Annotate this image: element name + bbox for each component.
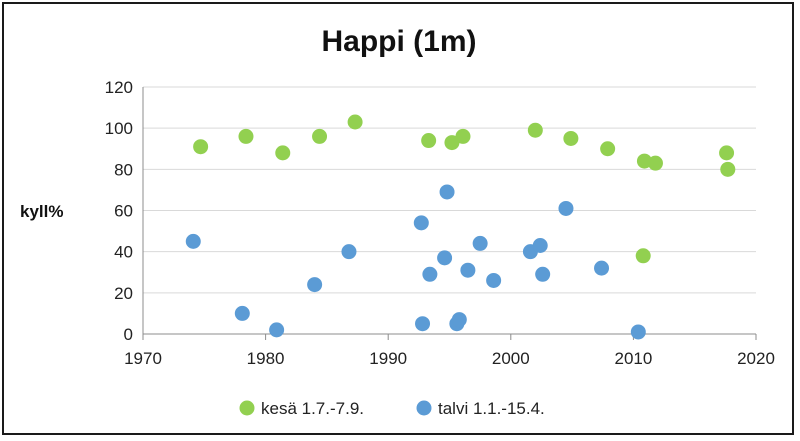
talvi-point: [439, 184, 455, 200]
kesa-point: [347, 114, 363, 130]
x-tick-label: 2020: [737, 349, 775, 368]
legend-label: kesä 1.7.-7.9.: [261, 399, 364, 418]
talvi-point: [422, 266, 438, 282]
legend-marker: [416, 400, 432, 416]
talvi-point: [437, 250, 453, 266]
talvi-point: [532, 237, 548, 253]
kesa-point: [647, 155, 663, 171]
kesa-point: [720, 161, 736, 177]
kesa-point: [275, 145, 291, 161]
talvi-point: [594, 260, 610, 276]
kesa-point: [600, 141, 616, 157]
talvi-point: [460, 262, 476, 278]
talvi-point: [185, 233, 201, 249]
kesa-point: [527, 122, 543, 138]
y-axis-label: kyll%: [20, 202, 63, 221]
kesa-point: [444, 135, 460, 151]
x-tick-label: 1970: [124, 349, 162, 368]
talvi-point: [451, 312, 467, 328]
kesa-point: [635, 248, 651, 264]
talvi-point: [415, 316, 431, 332]
talvi-point: [234, 305, 250, 321]
x-tick-label: 2000: [492, 349, 530, 368]
kesa-point: [563, 130, 579, 146]
y-tick-label: 120: [105, 78, 133, 97]
talvi-point: [630, 324, 646, 340]
talvi-point: [413, 215, 429, 231]
y-tick-label: 100: [105, 119, 133, 138]
kesa-point: [238, 128, 254, 144]
talvi-point: [307, 277, 323, 293]
chart-title: Happi (1m): [321, 25, 476, 58]
data-points: [185, 114, 736, 340]
kesa-point: [455, 128, 471, 144]
kesa-point: [421, 133, 437, 149]
talvi-point: [269, 322, 285, 338]
legend-marker: [239, 400, 255, 416]
x-tick-label: 1990: [369, 349, 407, 368]
talvi-point: [535, 266, 551, 282]
axes: [142, 87, 757, 340]
grid-lines: [143, 86, 756, 294]
talvi-point: [486, 272, 502, 288]
legend: kesä 1.7.-7.9. talvi 1.1.-15.4.: [239, 399, 545, 418]
y-tick-label: 20: [114, 284, 133, 303]
talvi-point: [341, 244, 357, 260]
y-tick-label: 60: [114, 202, 133, 221]
y-tick-labels: 0 20 40 60 80 100 120: [105, 78, 133, 344]
kesa-point: [193, 139, 209, 155]
talvi-point: [472, 235, 488, 251]
x-tick-label: 2010: [614, 349, 652, 368]
talvi-point: [558, 200, 574, 216]
x-tick-labels: 1970 1980 1990 2000 2010 2020: [124, 349, 775, 368]
y-tick-label: 40: [114, 243, 133, 262]
chart-frame: [2, 2, 794, 435]
kesa-point: [312, 128, 328, 144]
x-tick-label: 1980: [247, 349, 285, 368]
y-tick-label: 80: [114, 160, 133, 179]
y-tick-label: 0: [124, 325, 133, 344]
legend-label: talvi 1.1.-15.4.: [438, 399, 545, 418]
kesa-point: [719, 145, 735, 161]
